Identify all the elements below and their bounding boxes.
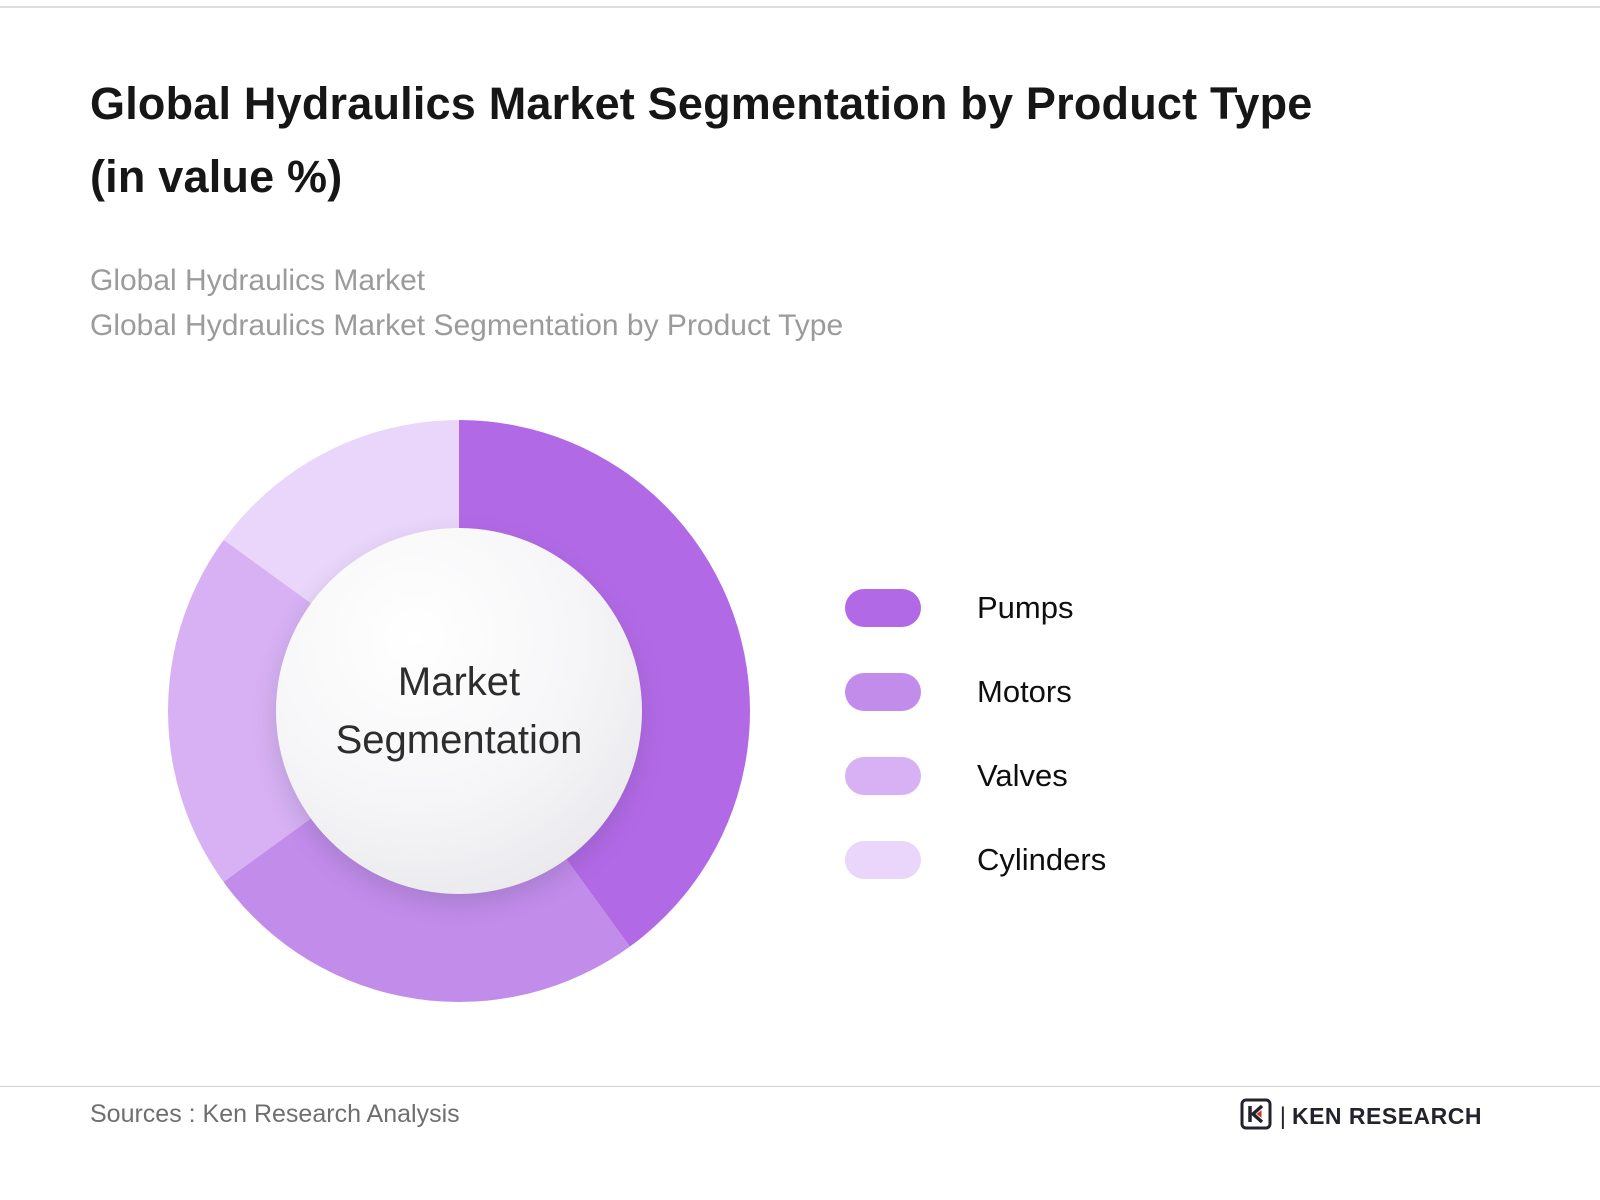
ken-research-logo: | KEN RESEARCH (1240, 1098, 1482, 1135)
donut-chart-area: Market Segmentation (168, 420, 750, 1002)
source-text: Sources : Ken Research Analysis (90, 1100, 460, 1128)
legend-swatch (845, 589, 921, 627)
donut-center-label: Market Segmentation (335, 660, 583, 762)
page-title: Global Hydraulics Market Segmentation by… (90, 68, 1510, 214)
legend-label: Cylinders (977, 842, 1107, 877)
legend-swatch (845, 673, 921, 711)
legend-swatch (845, 841, 921, 879)
header: Global Hydraulics Market Segmentation by… (90, 68, 1510, 349)
legend-label: Valves (977, 758, 1068, 793)
ken-research-logo-icon (1240, 1098, 1272, 1135)
top-divider (0, 6, 1600, 8)
legend-item: Cylinders (845, 841, 1106, 879)
subtitle-line1: Global Hydraulics Market (90, 263, 426, 297)
brand-separator: | (1279, 1102, 1286, 1130)
legend-label: Pumps (977, 590, 1074, 625)
page-title-line1: Global Hydraulics Market Segmentation by… (90, 78, 1313, 129)
chart-legend: Pumps Motors Valves Cylinders (845, 589, 1106, 925)
page-title-line2: (in value %) (90, 150, 343, 202)
footer-divider (0, 1086, 1600, 1087)
legend-item: Valves (845, 757, 1106, 795)
legend-swatch (845, 757, 921, 795)
donut-center: Market Segmentation (276, 528, 642, 894)
legend-item: Pumps (845, 589, 1106, 627)
brand-name: KEN RESEARCH (1291, 1103, 1482, 1129)
subtitles: Global Hydraulics Market Global Hydrauli… (90, 258, 1510, 349)
subtitle-line2: Global Hydraulics Market Segmentation by… (90, 309, 844, 343)
legend-item: Motors (845, 673, 1106, 711)
legend-label: Motors (977, 674, 1072, 709)
